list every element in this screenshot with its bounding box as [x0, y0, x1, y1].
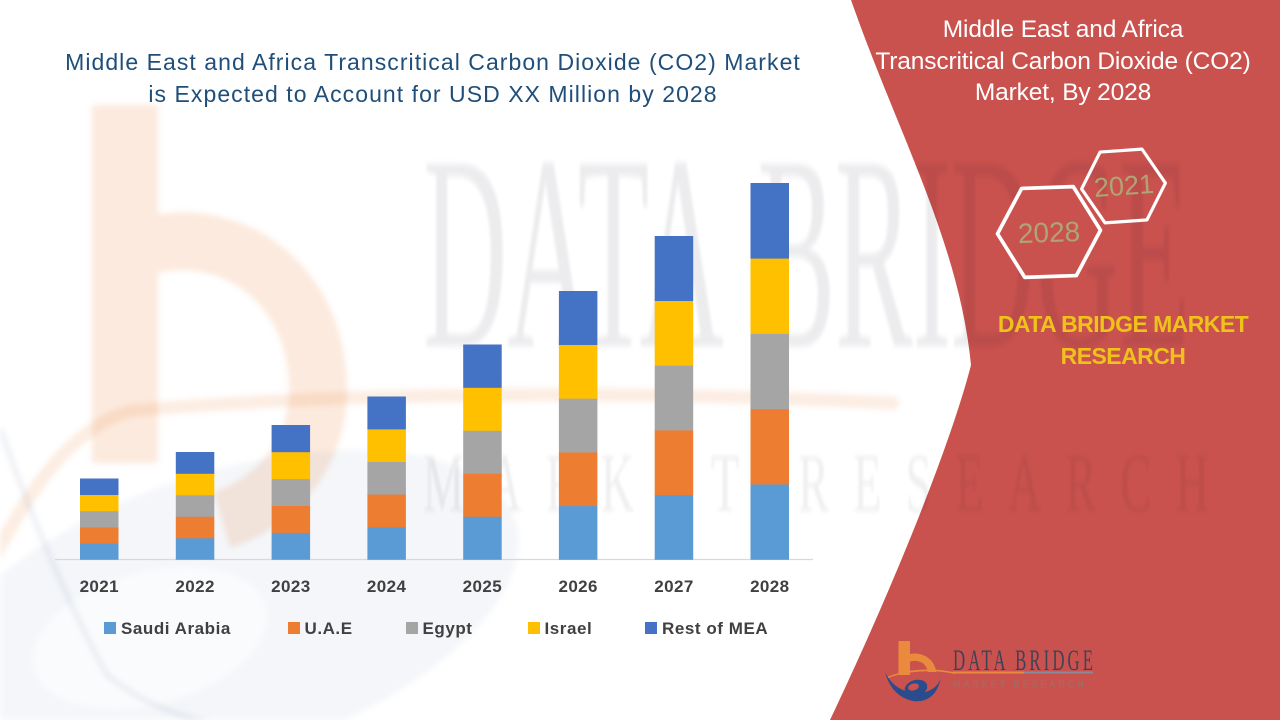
svg-text:2028: 2028 — [1017, 216, 1080, 249]
svg-text:2021: 2021 — [1093, 169, 1155, 203]
svg-text:DATA BRIDGE: DATA BRIDGE — [953, 644, 1096, 677]
svg-text:MARKET RESEARCH: MARKET RESEARCH — [953, 679, 1087, 691]
